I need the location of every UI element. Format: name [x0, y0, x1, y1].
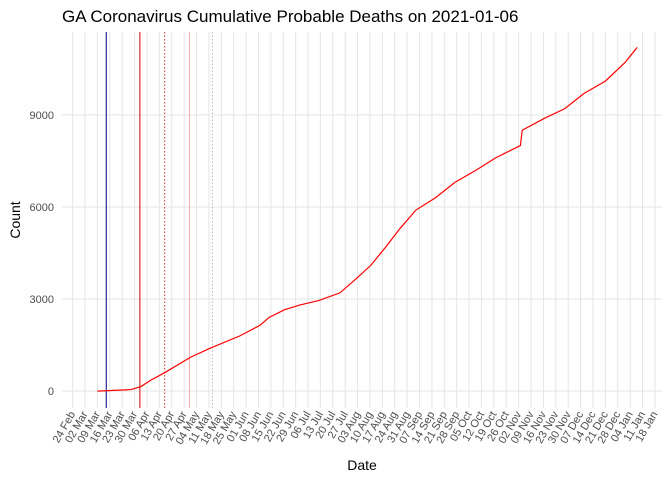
chart-title: GA Coronavirus Cumulative Probable Death… [62, 7, 518, 26]
y-axis-label: Count [7, 201, 23, 238]
y-tick-label: 0 [48, 386, 54, 398]
x-axis-label: Date [347, 457, 377, 473]
y-tick-label: 3000 [30, 294, 54, 306]
data-line [97, 46, 638, 392]
y-tick-label: 6000 [30, 202, 54, 214]
y-tick-label: 9000 [30, 110, 54, 122]
